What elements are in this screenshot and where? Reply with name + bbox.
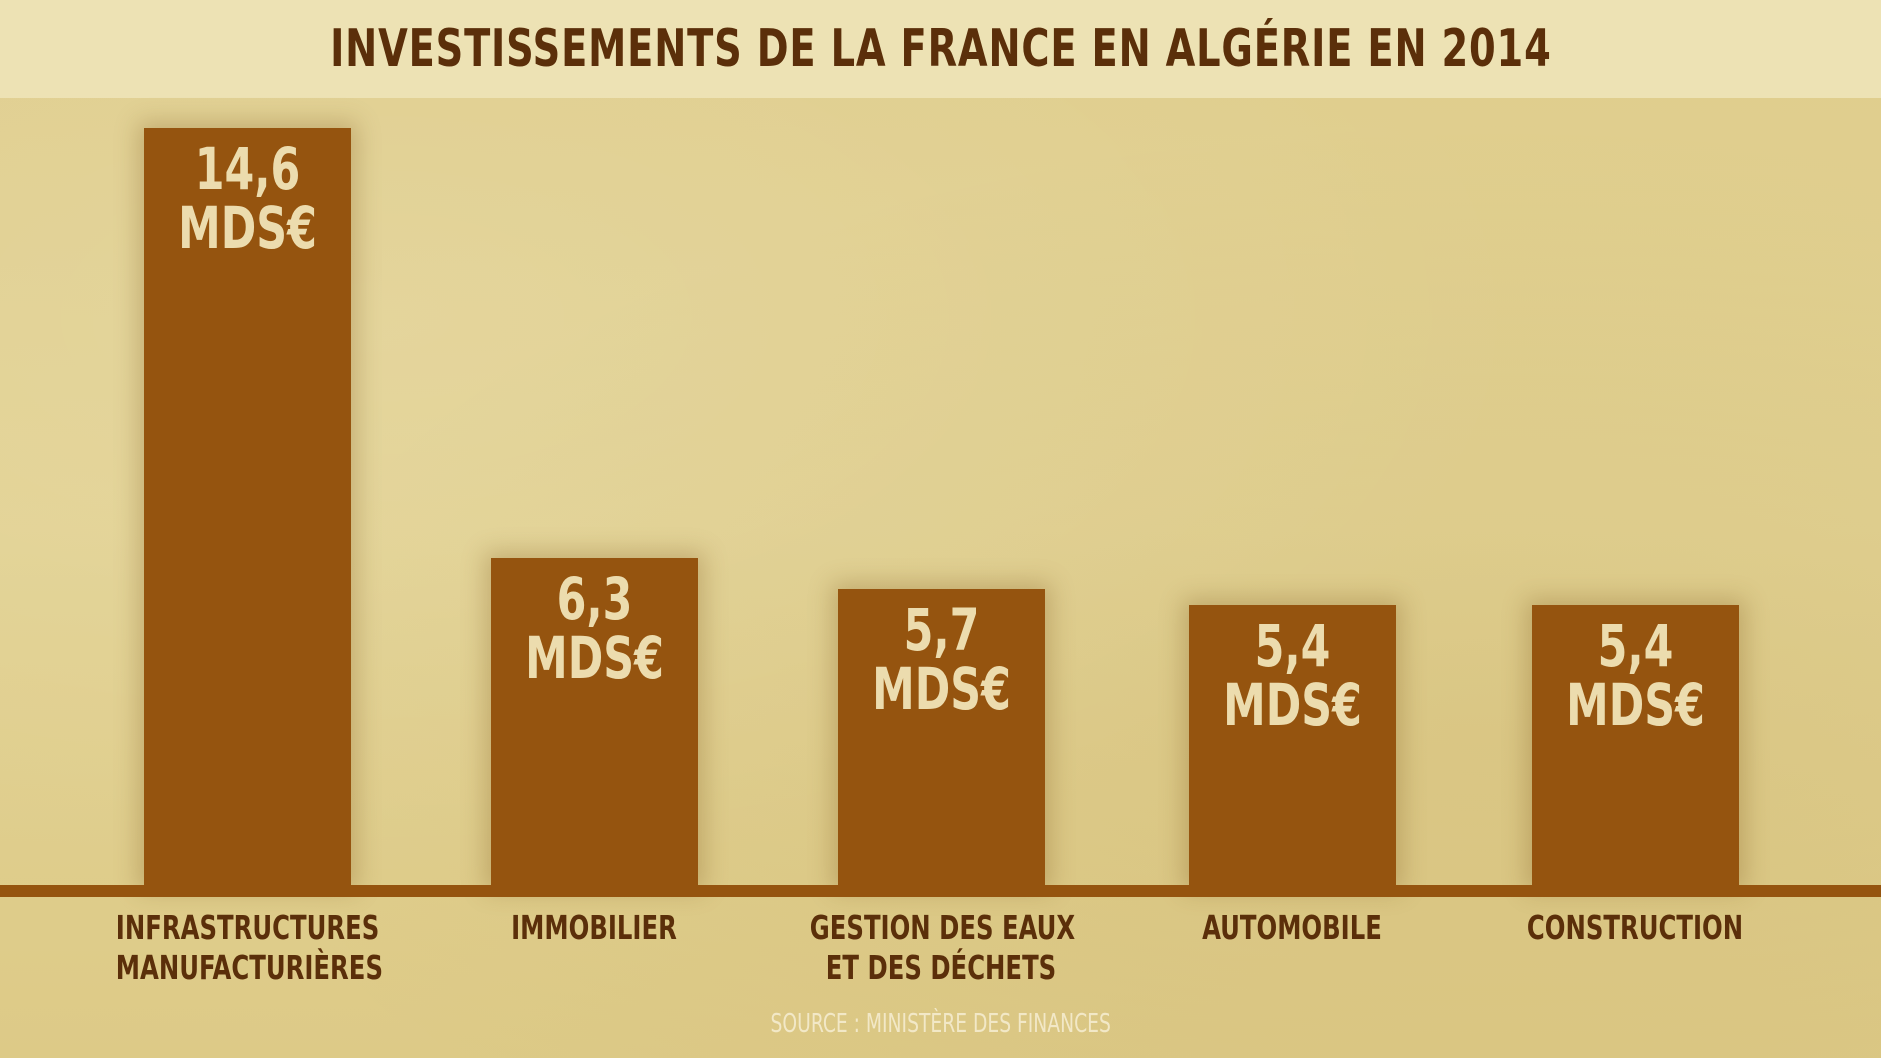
bar-value: 6,3 [556, 565, 632, 633]
bar-2: 6,3 MDS€ [490, 558, 698, 885]
bar-value-label: 6,3 MDS€ [491, 570, 698, 688]
bar-1: 14,6 MDS€ [143, 128, 351, 885]
bar-5: 5,4 MDS€ [1531, 605, 1739, 885]
bar-value-label: 5,4 MDS€ [1189, 617, 1396, 735]
category-label-line: MANUFACTURIÈRES [115, 948, 383, 987]
bar-unit: MDS€ [1565, 671, 1705, 739]
bar-value-label: 5,4 MDS€ [1532, 617, 1739, 735]
bar-value: 5,7 [903, 596, 979, 664]
bar-3: 5,7 MDS€ [837, 589, 1045, 885]
bar-unit: MDS€ [524, 624, 664, 692]
category-label: INFRASTRUCTURES MANUFACTURIÈRES [87, 908, 407, 988]
bar-value: 5,4 [1254, 612, 1330, 680]
bar-unit: MDS€ [871, 655, 1011, 723]
category-label-line: IMMOBILIER [511, 908, 677, 947]
category-label-line: GESTION DES EAUX [809, 908, 1076, 947]
source-text: SOURCE : MINISTÈRE DES FINANCES [770, 1009, 1111, 1039]
bar-value-label: 14,6 MDS€ [144, 140, 351, 258]
category-label-line: ET DES DÉCHETS [825, 948, 1057, 987]
chart-baseline [0, 885, 1881, 897]
title-band: INVESTISSEMENTS DE LA FRANCE EN ALGÉRIE … [0, 0, 1881, 98]
bar-value: 14,6 [194, 135, 300, 203]
category-label: CONSTRUCTION [1475, 908, 1795, 948]
bar-value: 5,4 [1597, 612, 1673, 680]
category-label-line: CONSTRUCTION [1526, 908, 1744, 947]
bar-unit: MDS€ [177, 194, 317, 262]
source-note: SOURCE : MINISTÈRE DES FINANCES [0, 1009, 1881, 1039]
category-label-line: INFRASTRUCTURES [115, 908, 380, 947]
bar-unit: MDS€ [1222, 671, 1362, 739]
chart-title: INVESTISSEMENTS DE LA FRANCE EN ALGÉRIE … [329, 19, 1552, 79]
category-label-line: AUTOMOBILE [1202, 908, 1382, 947]
bar-value-label: 5,7 MDS€ [838, 601, 1045, 719]
bar-4: 5,4 MDS€ [1188, 605, 1396, 885]
category-label: AUTOMOBILE [1132, 908, 1452, 948]
category-label: IMMOBILIER [434, 908, 754, 948]
category-label: GESTION DES EAUX ET DES DÉCHETS [781, 908, 1101, 988]
